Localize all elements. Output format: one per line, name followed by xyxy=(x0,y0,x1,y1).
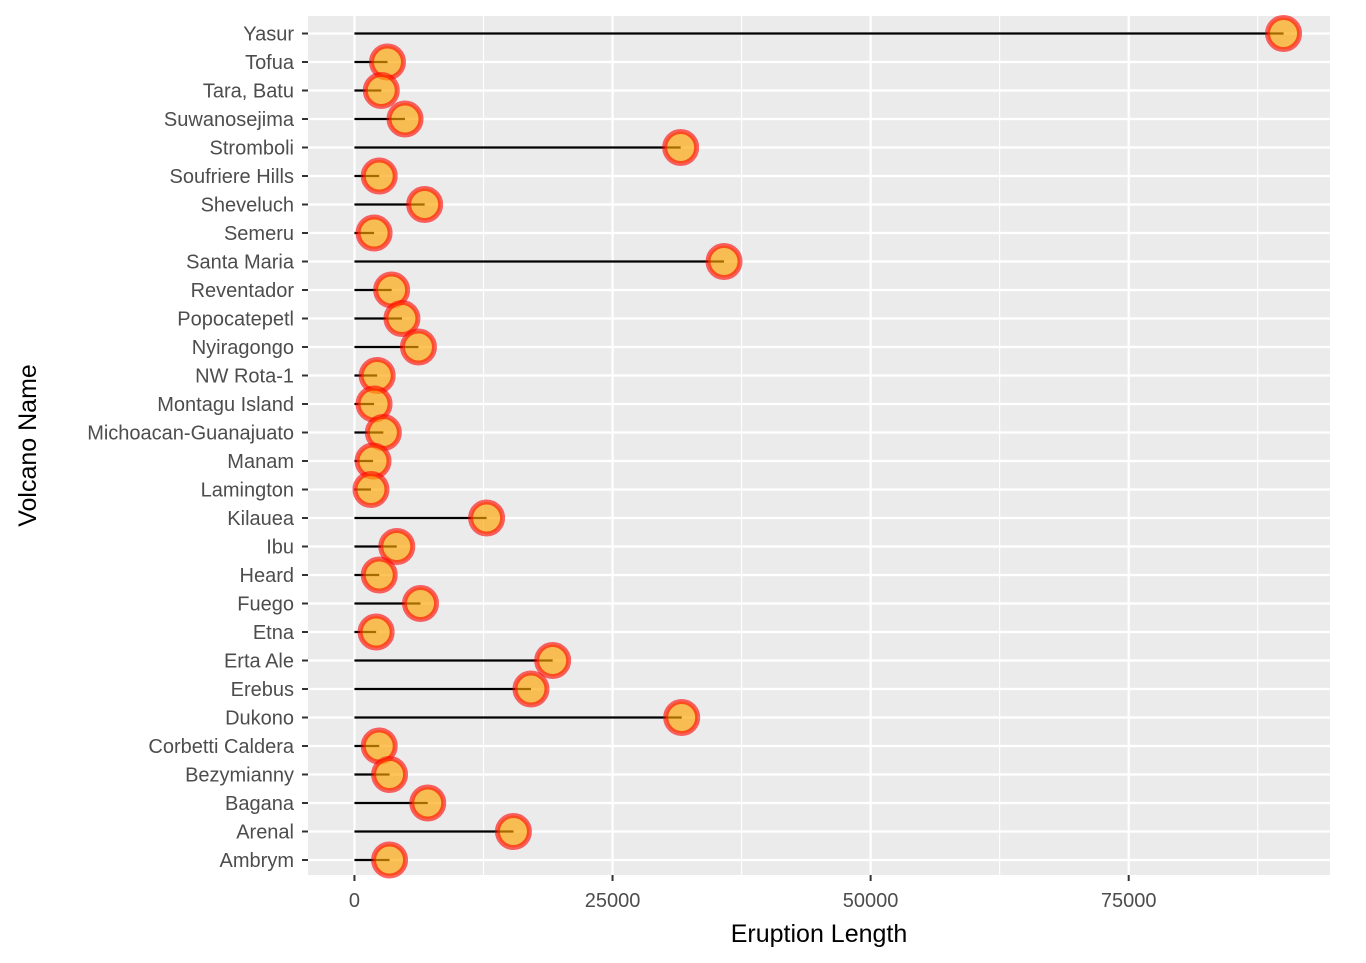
x-axis-title: Eruption Length xyxy=(731,920,908,948)
y-tick-label: Erebus xyxy=(231,679,294,701)
data-point xyxy=(357,613,395,651)
point-layer xyxy=(352,15,1303,879)
y-axis-title: Volcano Name xyxy=(14,364,42,527)
y-tick-label: Yasur xyxy=(243,24,294,46)
y-tick-label: Manam xyxy=(227,451,294,473)
y-tick-label: Tofua xyxy=(245,52,295,74)
data-point xyxy=(705,243,743,280)
data-point xyxy=(383,300,421,337)
data-point xyxy=(378,528,416,565)
data-point xyxy=(663,699,701,736)
y-tick-label: Stromboli xyxy=(210,138,294,160)
x-tick-label: 0 xyxy=(349,890,360,912)
y-tick-label: Arenal xyxy=(236,822,294,844)
y-tick-label: Bagana xyxy=(225,793,295,815)
y-tick-label: Dukono xyxy=(225,708,294,730)
x-tick-label: 25000 xyxy=(585,890,641,912)
y-tick-label: Suwanosejima xyxy=(164,109,295,131)
y-tick-label: Erta Ale xyxy=(224,651,294,673)
y-tick-label: Michoacan-Guanajuato xyxy=(87,423,294,445)
y-tick-label: Corbetti Caldera xyxy=(148,736,295,758)
data-point xyxy=(355,214,393,252)
x-tick-label: 50000 xyxy=(843,890,899,912)
data-point xyxy=(662,129,700,166)
data-point xyxy=(494,813,532,850)
x-tick-label: 75000 xyxy=(1101,890,1157,912)
data-point xyxy=(409,784,447,822)
y-tick-label: Ambrym xyxy=(220,850,294,872)
data-point xyxy=(352,471,390,508)
data-point xyxy=(406,186,444,223)
y-tick-label: Tara, Batu xyxy=(203,81,294,103)
data-point xyxy=(362,72,400,109)
data-point xyxy=(399,328,437,366)
x-axis: 0 25000 50000 75000 xyxy=(349,875,1157,912)
y-tick-label: Santa Maria xyxy=(186,252,295,274)
y-tick-label: Bezymianny xyxy=(185,765,294,787)
data-point xyxy=(360,556,398,594)
y-tick-label: NW Rota-1 xyxy=(195,366,294,388)
data-point xyxy=(371,841,409,879)
y-tick-label: Heard xyxy=(240,565,294,587)
data-point xyxy=(371,756,409,793)
y-tick-label: Kilauea xyxy=(227,508,295,530)
data-point xyxy=(1265,15,1303,52)
y-tick-label: Soufriere Hills xyxy=(170,166,294,188)
y-axis: Yasur Tofua Tara, Batu Suwanosejima Strombol… xyxy=(87,24,308,872)
plot-panel xyxy=(308,16,1330,875)
data-point xyxy=(402,585,440,622)
y-tick-label: Fuego xyxy=(237,594,294,616)
y-tick-label: Semeru xyxy=(224,223,294,245)
y-tick-label: Etna xyxy=(253,622,295,644)
y-tick-label: Sheveluch xyxy=(201,195,294,217)
y-tick-label: Lamington xyxy=(201,480,294,502)
y-tick-label: Popocatepetl xyxy=(177,309,294,331)
data-point xyxy=(534,642,572,679)
data-point xyxy=(386,100,424,138)
y-tick-label: Ibu xyxy=(266,537,294,559)
data-point xyxy=(468,499,506,537)
y-tick-label: Nyiragongo xyxy=(192,337,294,359)
y-tick-label: Reventador xyxy=(191,280,295,302)
y-tick-label: Montagu Island xyxy=(157,394,294,416)
data-point xyxy=(360,157,398,195)
data-point xyxy=(512,670,550,708)
